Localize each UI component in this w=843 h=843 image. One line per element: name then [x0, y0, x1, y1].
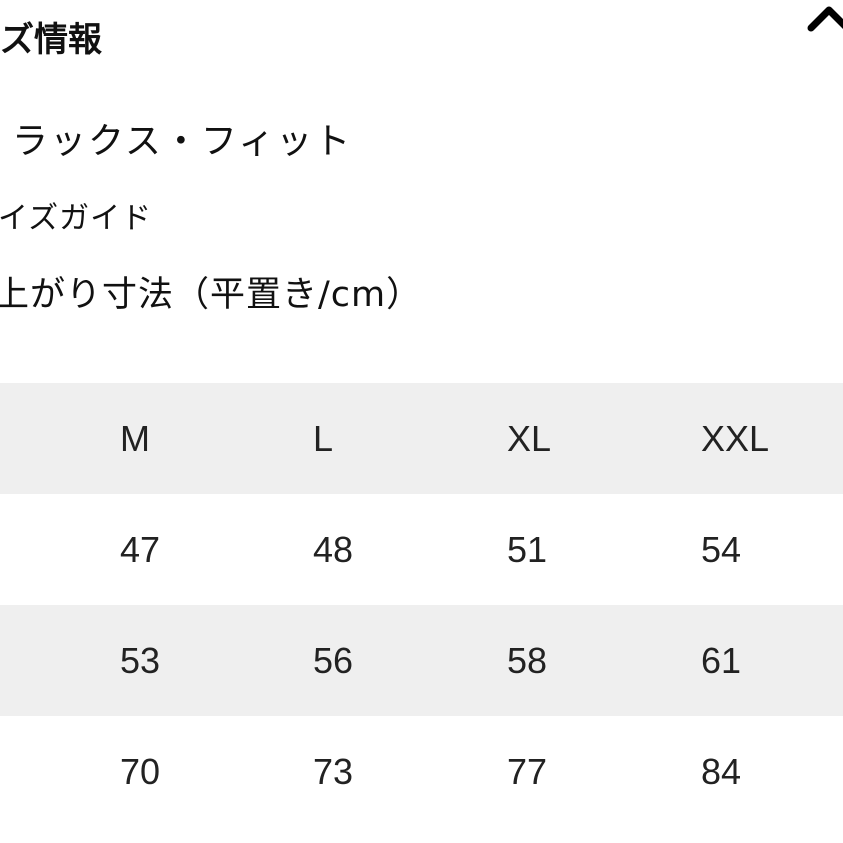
section-title: ズ情報 — [0, 20, 102, 60]
fit-type: ラックス・フィット — [12, 121, 353, 162]
table-cell: 61 — [701, 639, 742, 681]
dimensions-label: 上がり寸法（平置き/cm） — [0, 275, 423, 315]
table-row: 70 73 77 84 — [0, 716, 843, 827]
table-cell: 58 — [507, 639, 548, 681]
table-row: 47 48 51 54 — [0, 494, 843, 605]
table-cell: 47 — [120, 528, 161, 570]
table-cell: 77 — [507, 750, 548, 792]
table-cell: 73 — [313, 750, 354, 792]
size-guide-link[interactable]: イズガイド — [0, 201, 153, 236]
table-cell: 54 — [701, 528, 742, 570]
table-cell: 56 — [313, 639, 354, 681]
table-cell: 70 — [120, 750, 161, 792]
table-header-row: M L XL XXL — [0, 383, 843, 494]
header-cell: L — [313, 417, 334, 459]
table-cell: 51 — [507, 528, 548, 570]
table-cell: 53 — [120, 639, 161, 681]
header-cell: M — [120, 417, 150, 459]
header-cell: XXL — [701, 417, 770, 459]
chevron-up-icon[interactable] — [807, 4, 843, 34]
table-row: 53 56 58 61 — [0, 605, 843, 716]
table-cell: 84 — [701, 750, 742, 792]
table-cell: 48 — [313, 528, 354, 570]
header-cell: XL — [507, 417, 552, 459]
